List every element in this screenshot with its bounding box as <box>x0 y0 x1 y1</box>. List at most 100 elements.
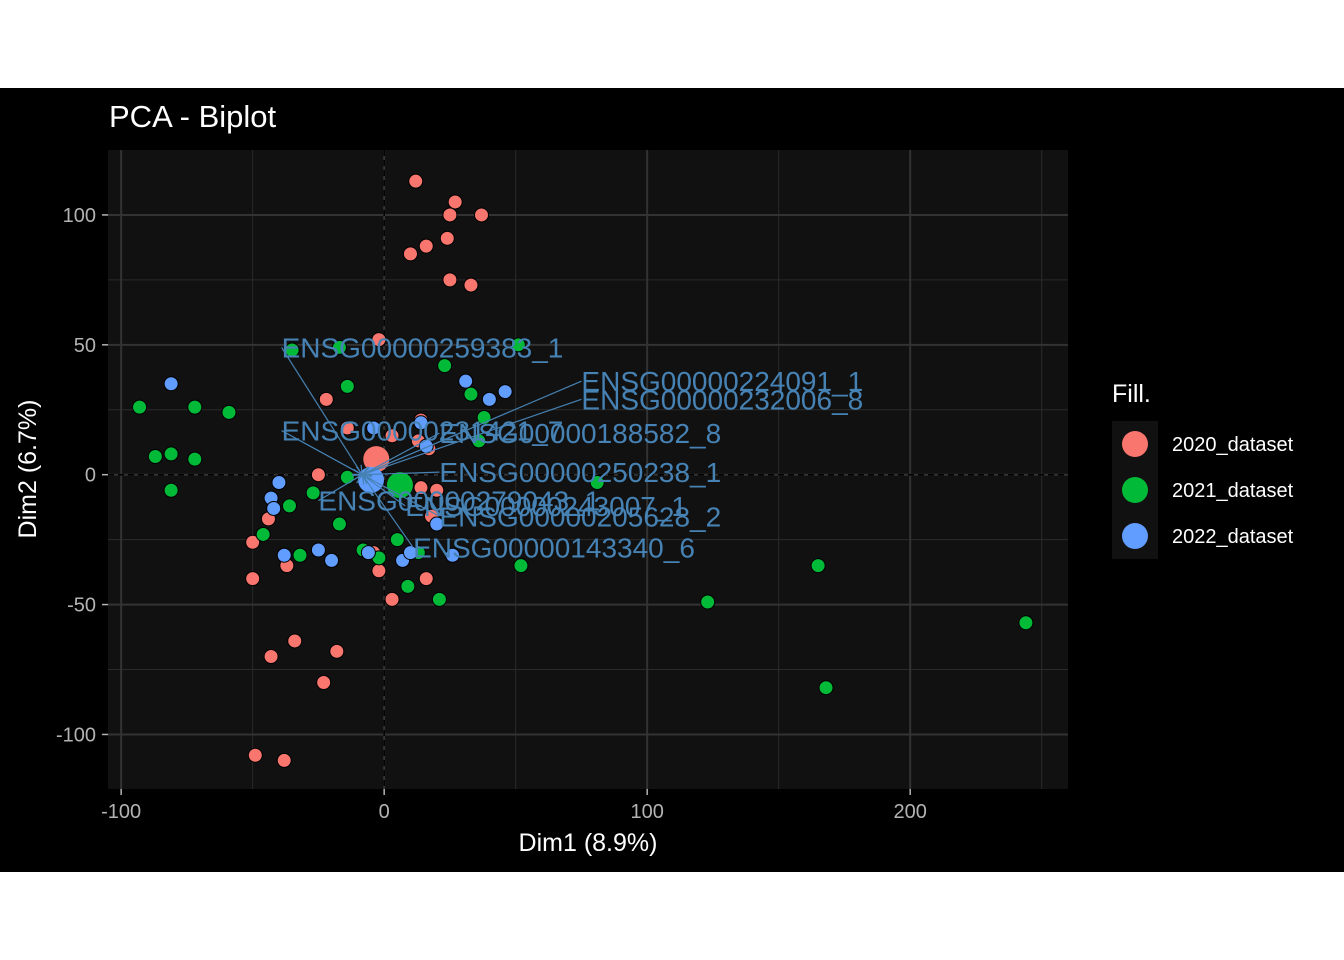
data-point <box>413 415 429 431</box>
data-point <box>318 391 334 407</box>
data-point <box>187 399 203 415</box>
data-point <box>510 337 526 353</box>
legend-key <box>1122 477 1148 503</box>
panel-background <box>108 150 1068 789</box>
zero-reference-lines <box>108 150 1068 789</box>
data-point <box>408 173 424 189</box>
data-point <box>818 680 834 696</box>
data-point <box>371 332 387 348</box>
data-points <box>132 173 1034 768</box>
x-axis: -100 0 100 200 <box>101 789 927 823</box>
legend-item-label: 2021_dataset <box>1172 480 1294 502</box>
data-point <box>513 558 529 574</box>
variable-label: ENSG00000232006_8 <box>581 384 863 415</box>
legend-key <box>1122 523 1148 549</box>
data-point <box>458 373 474 389</box>
data-point <box>255 526 271 542</box>
variable-label: ENSG00000143340_6 <box>413 532 695 563</box>
data-point <box>163 376 179 392</box>
variable-arrow <box>362 471 440 476</box>
data-point <box>439 230 455 246</box>
chart-title: PCA - Biplot <box>109 99 277 134</box>
data-point <box>442 272 458 288</box>
data-point <box>810 558 826 574</box>
data-point <box>331 516 347 532</box>
data-point <box>132 399 148 415</box>
data-point <box>366 420 382 436</box>
variable-label: ENSG00000205628_2 <box>439 501 721 532</box>
data-point <box>473 207 489 223</box>
x-axis-title: Dim1 (8.9%) <box>519 829 658 857</box>
data-point <box>442 207 458 223</box>
variable-label: ENSG00000279043_1 <box>318 486 600 517</box>
legend-key <box>1122 431 1148 457</box>
data-point <box>429 516 445 532</box>
data-point <box>292 547 308 563</box>
data-point <box>384 591 400 607</box>
variable-label: ENSG00000224091_1 <box>581 366 863 397</box>
data-point <box>163 482 179 498</box>
y-axis: 100 50 0 -50 -100 <box>56 205 108 746</box>
variable-labels: ENSG00000259383_1ENSG00000224091_1ENSG00… <box>282 332 864 563</box>
data-point <box>245 571 261 587</box>
variable-label: ENSG00000231421_7 <box>282 416 564 447</box>
data-point <box>310 467 326 483</box>
variable-arrow <box>361 380 582 476</box>
variable-arrow <box>361 474 406 507</box>
data-point <box>339 420 355 436</box>
pca-biplot-chart: ENSG00000259383_1ENSG00000224091_1ENSG00… <box>14 99 1294 857</box>
y-tick-label: -50 <box>67 595 96 617</box>
variable-label: ENSG00000250238_1 <box>439 457 721 488</box>
data-point <box>371 563 387 579</box>
data-point <box>481 391 497 407</box>
data-point <box>384 428 400 444</box>
data-point <box>271 474 287 490</box>
data-point <box>329 643 345 659</box>
data-point <box>400 578 416 594</box>
data-point <box>437 358 453 374</box>
data-point <box>147 449 163 465</box>
data-point <box>463 386 479 402</box>
data-point <box>316 675 332 690</box>
data-point <box>463 277 479 293</box>
x-tick-label: -100 <box>101 801 141 823</box>
variable-label: ENSG00000259383_1 <box>282 332 564 363</box>
data-point <box>284 342 300 358</box>
data-point <box>418 238 434 254</box>
y-tick-label: 100 <box>63 205 96 227</box>
variable-arrow <box>281 430 363 476</box>
y-axis-title: Dim2 (6.7%) <box>14 400 42 539</box>
variable-arrow <box>318 474 363 502</box>
data-point <box>163 446 179 462</box>
data-point <box>281 498 297 514</box>
data-point <box>402 246 418 262</box>
data-point <box>700 594 716 610</box>
data-point <box>360 545 376 561</box>
data-point <box>276 752 292 768</box>
x-tick-label: 0 <box>379 801 390 823</box>
data-point <box>266 500 282 516</box>
variable-arrow <box>361 474 414 548</box>
data-point <box>431 591 447 607</box>
variable-label: ENSG00000243007_1 <box>405 491 687 522</box>
data-point <box>445 547 461 563</box>
minor-gridlines <box>108 150 1068 789</box>
data-point <box>389 532 405 548</box>
data-point <box>589 474 605 490</box>
legend: Fill. 2020_dataset 2021_dataset 2022_datas… <box>1112 380 1294 559</box>
legend-item-label: 2022_dataset <box>1172 526 1294 548</box>
variable-arrow <box>361 474 440 517</box>
x-tick-label: 200 <box>894 801 927 823</box>
data-point <box>418 571 434 587</box>
data-point <box>402 545 418 561</box>
data-point <box>324 552 340 568</box>
data-point <box>276 547 292 563</box>
variable-arrow <box>361 432 440 476</box>
data-point <box>245 534 261 550</box>
y-tick-label: 50 <box>74 335 96 357</box>
data-point <box>447 194 463 210</box>
data-point <box>339 469 355 485</box>
data-point <box>247 747 263 763</box>
data-point <box>187 451 203 467</box>
variable-arrow <box>361 398 582 476</box>
